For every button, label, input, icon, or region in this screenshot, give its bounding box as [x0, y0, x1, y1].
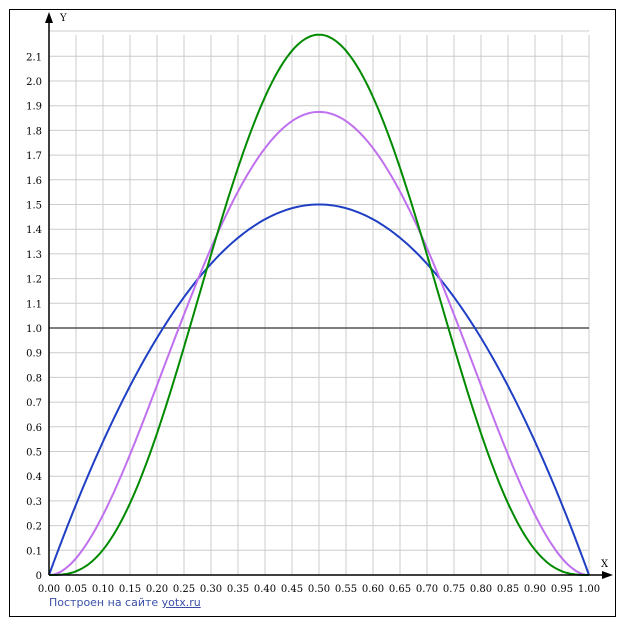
x-tick-label: 0.85	[497, 584, 519, 595]
y-tick-label: 1.0	[26, 324, 42, 335]
x-tick-label: 0.90	[524, 584, 546, 595]
x-tick-label: 0.95	[551, 584, 573, 595]
y-tick-label: 1.5	[26, 201, 42, 212]
x-axis-arrow-icon	[602, 571, 613, 579]
y-tick-label: 1.7	[26, 151, 42, 162]
y-tick-label: 0.3	[26, 497, 42, 508]
axes	[45, 12, 613, 579]
series-line	[49, 33, 589, 576]
y-tick-label: 1.1	[26, 299, 42, 310]
x-tick-label: 0.80	[470, 584, 492, 595]
y-tick-label: 0.5	[26, 448, 42, 459]
x-tick-label: 0.40	[254, 584, 276, 595]
x-tick-label: 0.30	[200, 584, 222, 595]
x-tick-label: 0.00	[38, 584, 60, 595]
chart-frame	[9, 9, 616, 617]
y-tick-label: 0	[36, 571, 42, 582]
y-tick-label: 0.1	[26, 546, 42, 557]
x-tick-label: 0.70	[416, 584, 438, 595]
y-tick-label: 0.6	[26, 423, 42, 434]
x-tick-label: 1.00	[578, 584, 600, 595]
x-tick-label: 0.15	[119, 584, 141, 595]
series-line	[48, 203, 590, 576]
y-tick-label: 1.3	[26, 250, 42, 261]
y-tick-label: 0.2	[26, 522, 42, 533]
x-tick-label: 0.10	[92, 584, 114, 595]
x-tick-label: 0.60	[362, 584, 384, 595]
x-tick-label: 0.25	[173, 584, 195, 595]
series-line	[48, 110, 590, 576]
x-tick-label: 0.45	[281, 584, 303, 595]
series-group	[48, 33, 590, 576]
y-tick-label: 0.9	[26, 349, 42, 360]
x-tick-label: 0.05	[65, 584, 87, 595]
y-tick-label: 0.7	[26, 398, 42, 409]
y-tick-label: 0.4	[26, 472, 42, 483]
credit-prefix: Построен на сайте	[49, 596, 162, 609]
tick-labels: 0.00 0.05 0.10 0.15 0.20 0.25 0.30 0.35 0.40 0.45…	[26, 52, 600, 595]
credit-text: Построен на сайте yotx.ru	[49, 596, 201, 609]
x-tick-label: 0.65	[389, 584, 411, 595]
grid	[49, 30, 590, 575]
y-tick-label: 1.8	[26, 126, 42, 137]
y-tick-label: 1.4	[26, 225, 42, 236]
y-tick-label: 2.0	[26, 77, 42, 88]
x-tick-label: 0.50	[308, 584, 330, 595]
y-axis-arrow-icon	[45, 12, 53, 23]
y-tick-label: 1.2	[26, 275, 42, 286]
y-tick-label: 2.1	[26, 52, 42, 63]
x-tick-label: 0.20	[146, 584, 168, 595]
y-tick-label: 1.9	[26, 102, 42, 113]
y-axis-label: Y	[59, 13, 67, 24]
x-axis-label: X	[601, 559, 609, 570]
credit-link[interactable]: yotx.ru	[161, 596, 201, 609]
x-tick-label: 0.55	[335, 584, 357, 595]
y-tick-label: 0.8	[26, 373, 42, 384]
x-tick-label: 0.35	[227, 584, 249, 595]
x-tick-label: 0.75	[443, 584, 465, 595]
y-tick-label: 1.6	[26, 176, 42, 187]
